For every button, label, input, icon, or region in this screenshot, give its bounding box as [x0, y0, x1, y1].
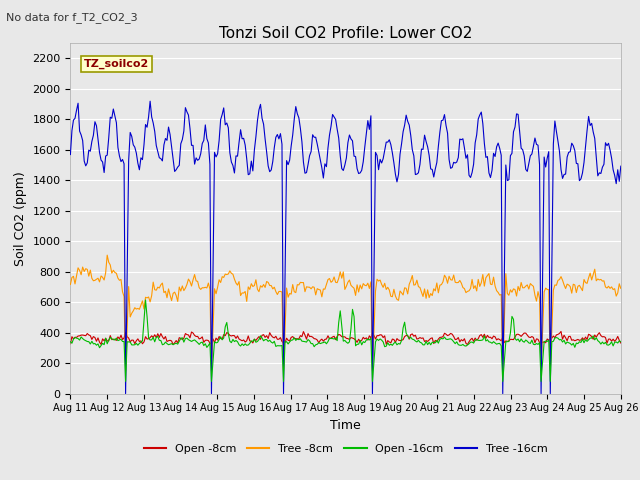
- Legend: Open -8cm, Tree -8cm, Open -16cm, Tree -16cm: Open -8cm, Tree -8cm, Open -16cm, Tree -…: [139, 439, 552, 458]
- Text: No data for f_T2_CO2_3: No data for f_T2_CO2_3: [6, 12, 138, 23]
- Text: TZ_soilco2: TZ_soilco2: [84, 59, 149, 69]
- Y-axis label: Soil CO2 (ppm): Soil CO2 (ppm): [14, 171, 27, 266]
- Title: Tonzi Soil CO2 Profile: Lower CO2: Tonzi Soil CO2 Profile: Lower CO2: [219, 25, 472, 41]
- X-axis label: Time: Time: [330, 419, 361, 432]
